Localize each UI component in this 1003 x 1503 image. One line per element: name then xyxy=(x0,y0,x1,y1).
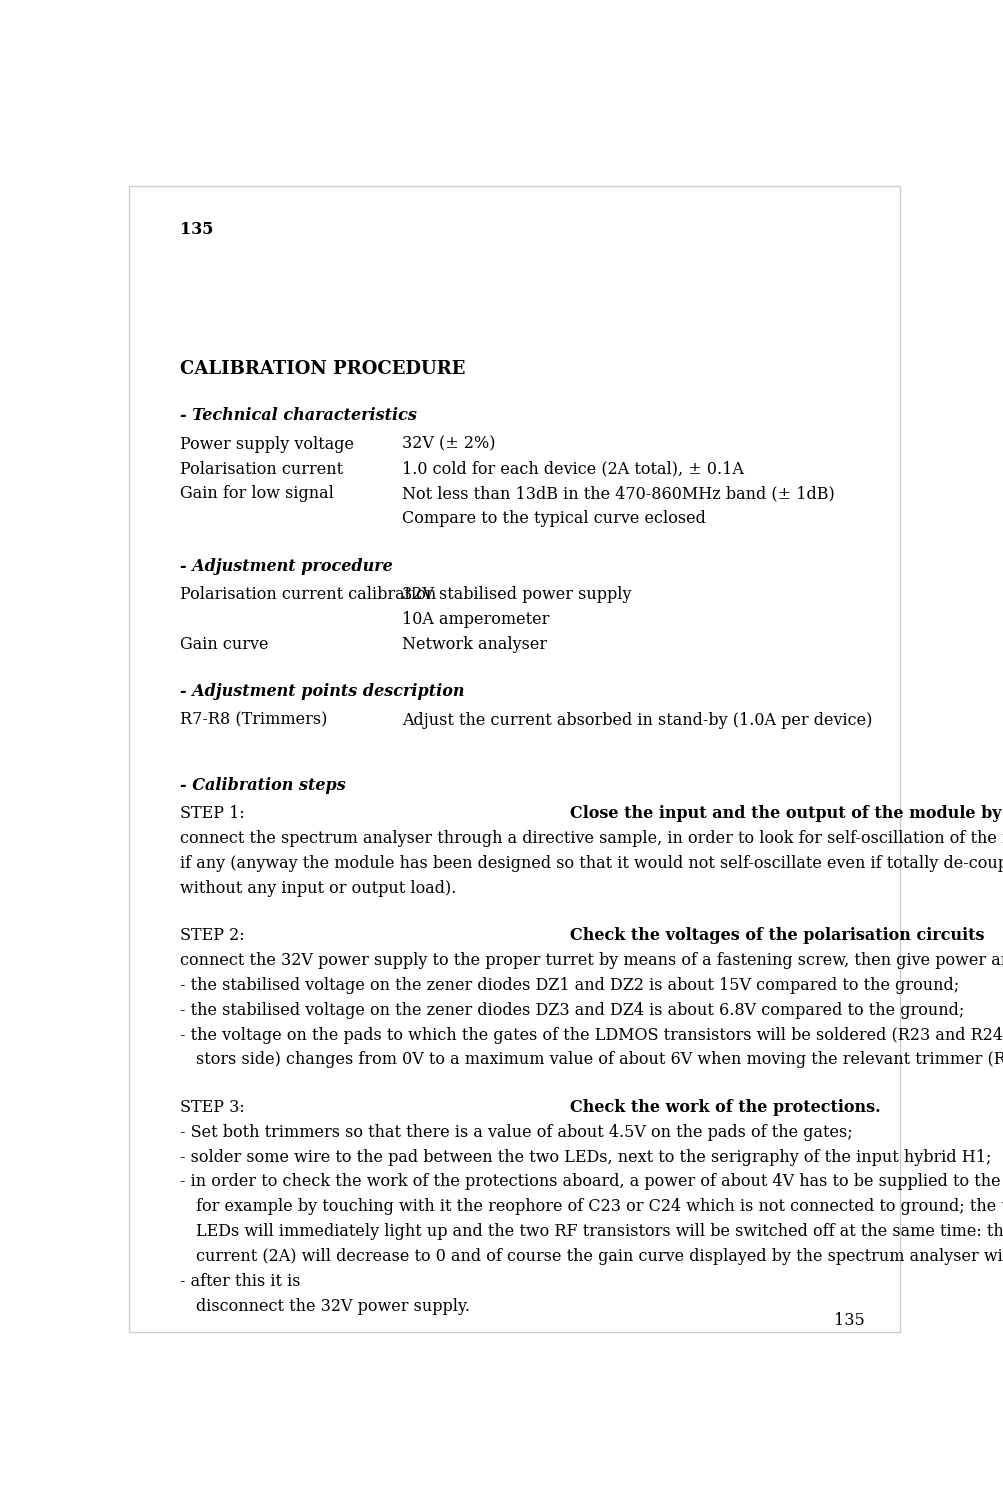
Text: Check the voltages of the polarisation circuits: Check the voltages of the polarisation c… xyxy=(570,927,989,944)
Text: - the stabilised voltage on the zener diodes DZ3 and DZ4 is about 6.8V compared : - the stabilised voltage on the zener di… xyxy=(180,1001,964,1019)
Text: for example by touching with it the reophore of C23 or C24 which is not connecte: for example by touching with it the reop… xyxy=(196,1198,1003,1216)
Text: Gain curve: Gain curve xyxy=(180,636,268,652)
Text: Power supply voltage: Power supply voltage xyxy=(180,436,354,452)
Text: Not less than 13dB in the 470-860MHz band (± 1dB): Not less than 13dB in the 470-860MHz ban… xyxy=(401,485,833,502)
Text: 1.0 cold for each device (2A total), ± 0.1A: 1.0 cold for each device (2A total), ± 0… xyxy=(401,460,743,478)
Text: Adjust the current absorbed in stand-by (1.0A per device): Adjust the current absorbed in stand-by … xyxy=(401,712,872,729)
Text: - the stabilised voltage on the zener diodes DZ1 and DZ2 is about 15V compared t: - the stabilised voltage on the zener di… xyxy=(180,977,958,993)
Text: - Technical characteristics: - Technical characteristics xyxy=(180,407,416,424)
Text: current (2A) will decrease to 0 and of course the gain curve displayed by the sp: current (2A) will decrease to 0 and of c… xyxy=(196,1247,1003,1266)
Text: - Adjustment procedure: - Adjustment procedure xyxy=(180,558,392,574)
Text: 32V (± 2%): 32V (± 2%) xyxy=(401,436,494,452)
Text: STEP 1:: STEP 1: xyxy=(180,806,250,822)
Text: - Calibration steps: - Calibration steps xyxy=(180,777,345,794)
Text: - solder some wire to the pad between the two LEDs, next to the serigraphy of th: - solder some wire to the pad between th… xyxy=(180,1148,991,1165)
Text: - Set both trimmers so that there is a value of about 4.5V on the pads of the ga: - Set both trimmers so that there is a v… xyxy=(180,1124,852,1141)
Text: R7-R8 (Trimmers): R7-R8 (Trimmers) xyxy=(180,712,327,729)
Text: connect the 32V power supply to the proper turret by means of a fastening screw,: connect the 32V power supply to the prop… xyxy=(180,951,1003,969)
Text: LEDs will immediately light up and the two RF transistors will be switched off a: LEDs will immediately light up and the t… xyxy=(196,1223,1003,1240)
Text: without any input or output load).: without any input or output load). xyxy=(180,879,456,897)
Text: Close the input and the output of the module by connecting them to a 50Ω dummy l: Close the input and the output of the mo… xyxy=(570,806,1003,822)
Text: disconnect the 32V power supply.: disconnect the 32V power supply. xyxy=(196,1297,469,1315)
Text: if any (anyway the module has been designed so that it would not self-oscillate : if any (anyway the module has been desig… xyxy=(180,855,1003,872)
Text: stors side) changes from 0V to a maximum value of about 6V when moving the relev: stors side) changes from 0V to a maximum… xyxy=(196,1052,1003,1069)
Text: Gain for low signal: Gain for low signal xyxy=(180,485,334,502)
Text: 135: 135 xyxy=(180,221,213,237)
Text: - the voltage on the pads to which the gates of the LDMOS transistors will be so: - the voltage on the pads to which the g… xyxy=(180,1027,1003,1043)
Text: 135: 135 xyxy=(832,1312,864,1329)
Text: 32V stabilised power supply: 32V stabilised power supply xyxy=(401,586,631,603)
Text: - Adjustment points description: - Adjustment points description xyxy=(180,684,464,700)
Text: connect the spectrum analyser through a directive sample, in order to look for s: connect the spectrum analyser through a … xyxy=(180,830,1003,848)
Text: CALIBRATION PROCEDURE: CALIBRATION PROCEDURE xyxy=(180,359,464,377)
Text: - after this it is: - after this it is xyxy=(180,1273,305,1290)
Text: Network analyser: Network analyser xyxy=(401,636,547,652)
Text: Polarisation current: Polarisation current xyxy=(180,460,343,478)
Text: - in order to check the work of the protections aboard, a power of about 4V has : - in order to check the work of the prot… xyxy=(180,1174,1003,1190)
Text: Polarisation current calibration: Polarisation current calibration xyxy=(180,586,435,603)
Text: STEP 2:: STEP 2: xyxy=(180,927,250,944)
Text: STEP 3:: STEP 3: xyxy=(180,1099,250,1115)
Text: Check the work of the protections.: Check the work of the protections. xyxy=(570,1099,880,1115)
Text: 10A amperometer: 10A amperometer xyxy=(401,612,549,628)
Text: Compare to the typical curve eclosed: Compare to the typical curve eclosed xyxy=(401,511,705,528)
